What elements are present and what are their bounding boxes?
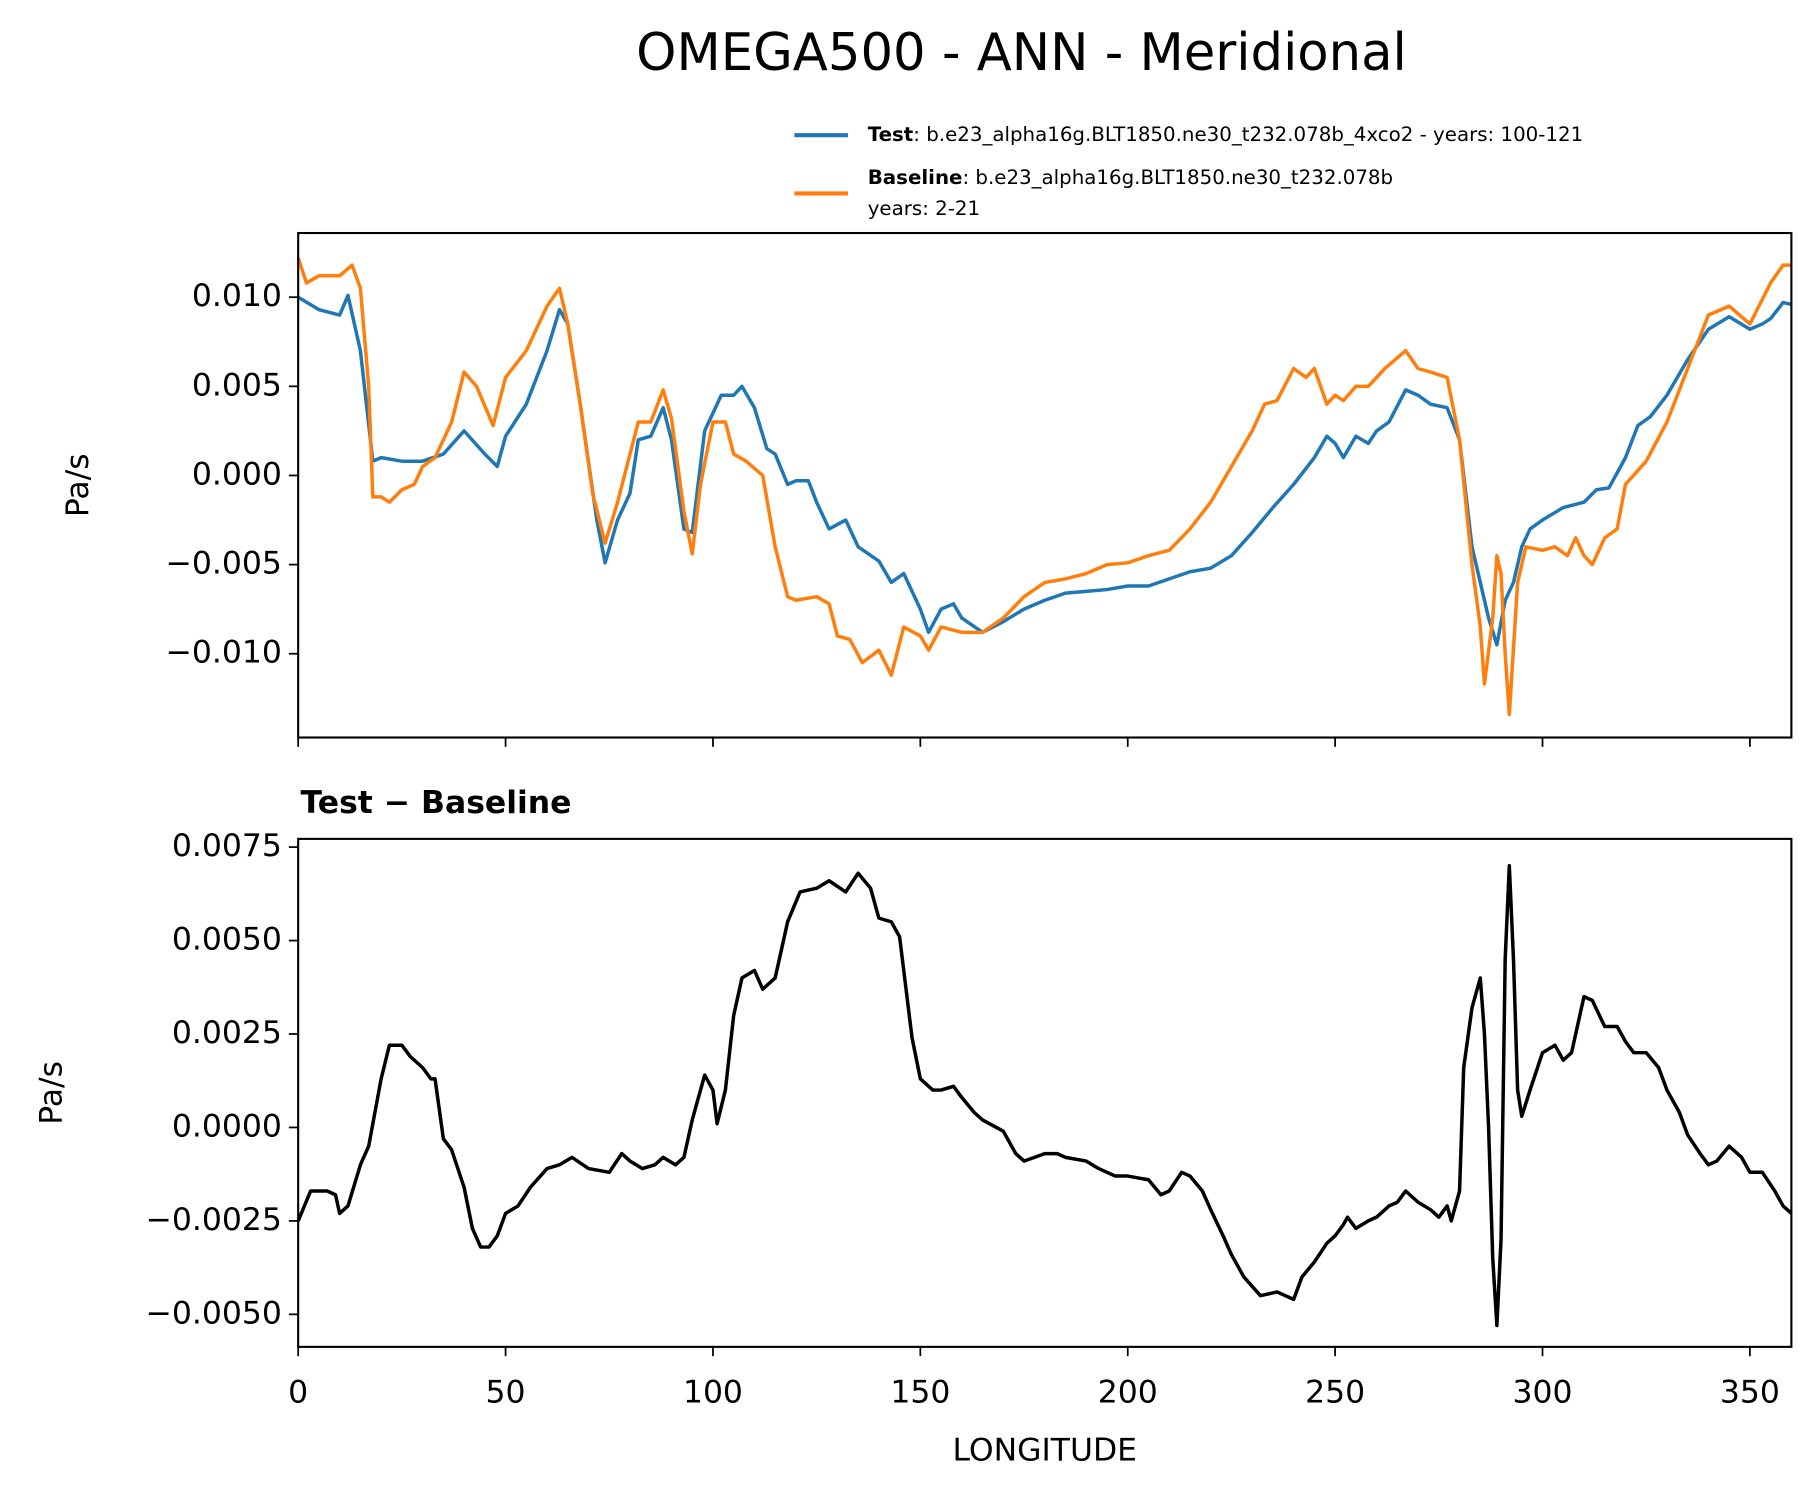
legend-description: years: 2-21 bbox=[868, 197, 980, 220]
line-series bbox=[298, 864, 1792, 1328]
y-tick-label: 0.000 bbox=[192, 456, 282, 492]
y-tick-label: −0.010 bbox=[166, 635, 282, 671]
legend-description: : b.e23_alpha16g.BLT1850.ne30_t232.078b bbox=[962, 166, 1393, 189]
y-tick-label: 0.0000 bbox=[172, 1108, 282, 1144]
x-tick-label: 100 bbox=[683, 1374, 743, 1410]
chart-title: OMEGA500 - ANN - Meridional bbox=[636, 23, 1407, 83]
x-tick-label: 200 bbox=[1098, 1374, 1158, 1410]
x-tick-label: 50 bbox=[486, 1374, 526, 1410]
x-axis-label: LONGITUDE bbox=[953, 1433, 1138, 1469]
legend-entry: Baseline: b.e23_alpha16g.BLT1850.ne30_t2… bbox=[868, 166, 1393, 189]
y-tick-label: 0.010 bbox=[192, 278, 282, 314]
line-series bbox=[298, 257, 1792, 717]
x-tick-label: 250 bbox=[1305, 1374, 1365, 1410]
y-tick-label: −0.005 bbox=[166, 546, 282, 582]
plot-frame bbox=[297, 837, 1793, 1348]
panel-title: Test − Baseline bbox=[301, 785, 572, 821]
legend-name: Test bbox=[868, 123, 914, 146]
plot-frame bbox=[297, 231, 1793, 739]
x-tick-label: 0 bbox=[288, 1374, 308, 1410]
x-tick-label: 300 bbox=[1513, 1374, 1573, 1410]
y-axis-label: Pa/s bbox=[33, 1061, 69, 1125]
legend-entry: Test: b.e23_alpha16g.BLT1850.ne30_t232.0… bbox=[868, 123, 1583, 146]
legend-description: : b.e23_alpha16g.BLT1850.ne30_t232.078b_… bbox=[913, 123, 1583, 146]
y-tick-label: 0.0075 bbox=[172, 828, 282, 864]
x-tick-label: 150 bbox=[890, 1374, 950, 1410]
y-tick-label: 0.0025 bbox=[172, 1015, 282, 1051]
y-tick-label: 0.0050 bbox=[172, 922, 282, 958]
y-tick-label: −0.0050 bbox=[146, 1295, 282, 1331]
y-tick-label: −0.0025 bbox=[146, 1202, 282, 1238]
legend-name: Baseline bbox=[868, 166, 963, 189]
y-tick-label: 0.005 bbox=[192, 367, 282, 403]
x-tick-label: 350 bbox=[1720, 1374, 1780, 1410]
y-axis-label: Pa/s bbox=[60, 453, 96, 517]
